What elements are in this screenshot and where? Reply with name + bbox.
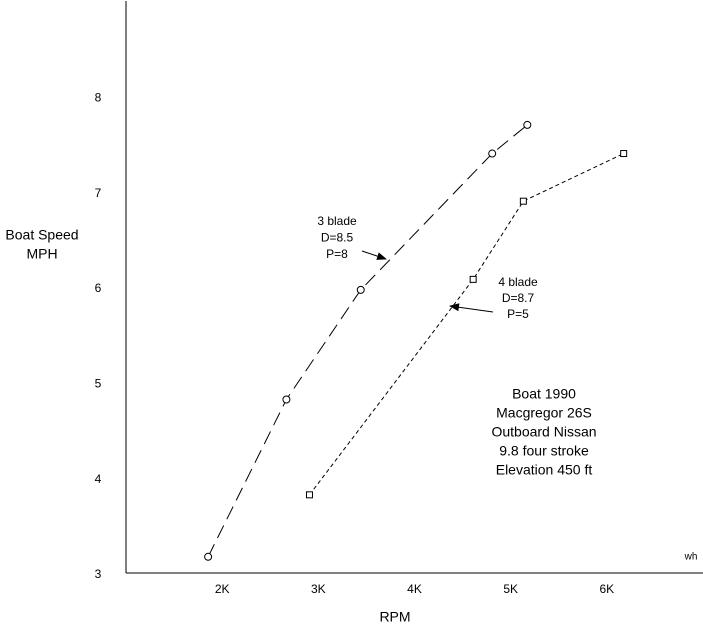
annotation: Boat 1990 [512,386,576,402]
annotation: 3 blade [317,214,357,228]
y-tick-label: 4 [95,472,102,486]
series-line [207,124,528,558]
x-axis-label: RPM [379,609,410,625]
point [519,197,527,205]
annotation: Elevation 450 ft [496,462,593,478]
annotation: D=8.7 [502,291,535,305]
x-tick-label: 6K [599,582,614,596]
point [282,395,291,404]
y-tick-label: 3 [95,567,102,581]
point [620,150,628,158]
x-tick-label: 3K [311,582,326,596]
y-tick-label: 6 [95,281,102,295]
annotation: 9.8 four stroke [499,443,589,459]
point [488,149,497,158]
series-line [309,153,624,496]
annotation: Macgregor 26S [496,405,592,421]
y-axis-label: MPH [26,246,57,262]
annotation: D=8.5 [321,231,354,245]
corner-text: wh [684,552,698,563]
arrow [449,303,494,313]
x-tick-label: 4K [407,582,422,596]
y-tick-label: 5 [95,377,102,391]
annotation: P=8 [326,247,348,261]
point [204,552,213,561]
y-tick-label: 8 [95,91,102,105]
point [356,285,365,294]
point [305,491,313,499]
point [469,275,477,283]
annotation: Outboard Nissan [491,424,596,440]
x-tick-label: 5K [503,582,518,596]
y-axis-label: Boat Speed [5,227,78,243]
point [523,120,532,129]
annotation: 4 blade [498,275,538,289]
annotation: P=5 [507,307,529,321]
x-tick-label: 2K [215,582,230,596]
arrow [361,250,387,260]
y-tick-label: 7 [95,186,102,200]
